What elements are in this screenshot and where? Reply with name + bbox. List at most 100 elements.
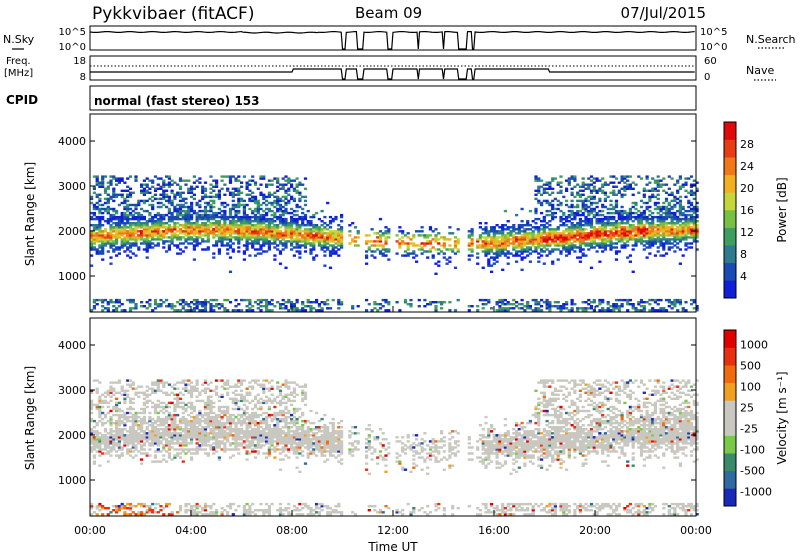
range-gate-cell <box>545 236 549 239</box>
range-gate-cell <box>620 175 624 178</box>
range-gate-cell <box>637 215 641 219</box>
range-gate-cell <box>545 240 549 243</box>
range-gate-cell <box>109 415 113 419</box>
range-gate-cell <box>639 238 644 241</box>
range-gate-cell <box>303 177 308 180</box>
range-gate-cell <box>92 205 96 209</box>
range-gate-cell <box>134 421 138 425</box>
range-gate-cell <box>192 303 196 306</box>
range-gate-cell <box>181 226 185 229</box>
range-gate-cell <box>589 242 594 245</box>
range-gate-cell <box>109 262 113 265</box>
range-gate-cell <box>501 240 505 243</box>
range-gate-cell <box>692 232 696 235</box>
range-gate-cell <box>292 222 296 225</box>
range-gate-cell <box>215 228 219 231</box>
range-gate-cell <box>626 230 630 233</box>
range-gate-cell <box>262 201 266 205</box>
range-gate-cell <box>109 424 113 427</box>
range-gate-cell <box>567 244 571 247</box>
range-gate-cell <box>664 309 669 312</box>
range-gate-cell <box>90 238 94 241</box>
range-gate-cell <box>101 393 105 396</box>
range-gate-cell <box>159 424 163 427</box>
range-gate-cell <box>256 199 260 203</box>
range-gate-cell <box>676 232 680 235</box>
range-gate-cell <box>248 199 252 203</box>
range-gate-cell <box>565 250 569 253</box>
range-gate-cell <box>128 226 133 229</box>
range-gate-cell <box>614 203 619 207</box>
range-gate-cell <box>190 201 194 205</box>
range-gate-cell <box>203 303 208 306</box>
range-gate-cell <box>606 222 610 225</box>
range-gate-cell <box>317 234 321 237</box>
range-gate-cell <box>678 301 682 304</box>
range-gate-cell <box>637 230 641 233</box>
range-gate-cell <box>670 193 674 196</box>
range-gate-cell <box>212 256 216 259</box>
range-gate-cell <box>573 303 577 306</box>
range-gate-cell <box>609 230 613 233</box>
range-gate-cell <box>531 238 535 241</box>
range-gate-cell <box>576 191 580 194</box>
range-gate-cell <box>328 307 333 310</box>
range-gate-cell <box>156 224 160 227</box>
range-gate-cell <box>645 215 649 219</box>
range-gate-cell <box>134 393 138 396</box>
range-gate-cell <box>589 195 594 199</box>
range-gate-cell <box>689 242 694 245</box>
range-gate-cell <box>123 181 127 184</box>
range-gate-cell <box>689 185 694 188</box>
range-gate-cell <box>434 272 438 275</box>
range-gate-cell <box>112 244 116 247</box>
range-gate-cell <box>278 197 283 201</box>
range-gate-cell <box>170 232 174 235</box>
range-gate-cell <box>623 232 627 235</box>
range-gate-cell <box>623 215 627 219</box>
range-gate-cell <box>176 438 180 441</box>
range-gate-cell <box>442 252 446 255</box>
range-gate-cell <box>167 248 171 251</box>
range-gate-cell <box>609 305 613 308</box>
range-gate-cell <box>520 224 524 227</box>
range-gate-cell <box>687 201 691 205</box>
range-gate-cell <box>278 209 283 213</box>
range-gate-cell <box>670 301 674 304</box>
range-gate-cell <box>503 298 507 302</box>
range-gate-cell <box>109 438 113 441</box>
range-gate-cell <box>176 183 180 186</box>
range-gate-cell <box>151 444 155 447</box>
range-gate-cell <box>545 242 549 245</box>
range-gate-cell <box>492 246 496 249</box>
range-gate-cell <box>623 298 627 302</box>
range-gate-cell <box>237 203 241 207</box>
range-gate-cell <box>137 224 141 227</box>
range-gate-cell <box>170 428 174 431</box>
range-gate-cell <box>117 509 121 512</box>
range-gate-cell <box>614 303 619 306</box>
range-gate-cell <box>440 244 444 247</box>
range-gate-cell <box>120 309 124 312</box>
range-gate-cell <box>181 438 185 441</box>
range-gate-cell <box>681 213 685 217</box>
range-gate-cell <box>109 238 113 241</box>
range-gate-cell <box>131 381 135 384</box>
range-gate-cell <box>178 426 183 429</box>
range-gate-cell <box>159 450 163 453</box>
range-gate-cell <box>328 250 333 253</box>
range-gate-cell <box>642 240 646 243</box>
range-gate-cell <box>478 236 482 239</box>
range-gate-cell <box>131 203 135 207</box>
range-gate-cell <box>192 385 196 388</box>
range-gate-cell <box>248 197 252 201</box>
range-gate-cell <box>523 244 527 247</box>
range-gate-cell <box>595 230 599 233</box>
range-gate-cell <box>92 236 96 239</box>
range-gate-cell <box>195 450 199 453</box>
beam-label: Beam 09 <box>355 4 422 22</box>
range-gate-cell <box>190 301 194 304</box>
range-gate-cell <box>315 224 319 227</box>
range-gate-cell <box>565 187 569 190</box>
range-gate-cell <box>692 207 696 211</box>
